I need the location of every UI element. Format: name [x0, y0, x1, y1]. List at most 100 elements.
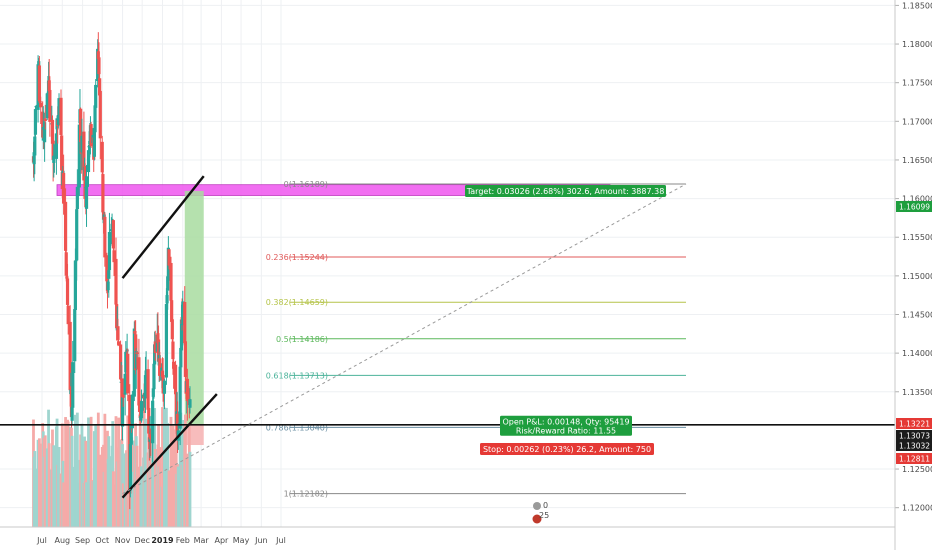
candle[interactable]	[147, 407, 151, 434]
candle[interactable]	[98, 90, 102, 139]
candle[interactable]	[185, 378, 189, 402]
candle[interactable]	[63, 201, 68, 251]
candle[interactable]	[153, 341, 157, 354]
candle[interactable]	[97, 57, 101, 75]
candle[interactable]	[100, 141, 104, 173]
candle[interactable]	[139, 401, 144, 419]
candle[interactable]	[80, 135, 84, 153]
candle[interactable]	[65, 276, 69, 279]
candle[interactable]	[128, 444, 132, 491]
candle[interactable]	[116, 326, 120, 340]
candle[interactable]	[146, 369, 150, 410]
candle[interactable]	[33, 109, 38, 135]
candle[interactable]	[94, 84, 98, 108]
candle[interactable]	[172, 361, 176, 369]
candle[interactable]	[43, 122, 47, 143]
candle[interactable]	[32, 152, 36, 165]
candle[interactable]	[152, 363, 156, 390]
candle[interactable]	[74, 260, 78, 262]
candle[interactable]	[169, 262, 173, 301]
candle[interactable]	[167, 249, 171, 266]
candle[interactable]	[48, 89, 52, 122]
candle[interactable]	[160, 370, 165, 378]
target-label[interactable]: Target: 0.03026 (2.68%) 302.6, Amount: 3…	[465, 184, 666, 197]
price-tag[interactable]: 1.12811	[896, 453, 932, 464]
price-tag[interactable]: 1.16099	[896, 201, 932, 212]
candle[interactable]	[38, 101, 42, 103]
candle[interactable]	[56, 114, 60, 126]
flag-icon[interactable]	[532, 514, 542, 524]
candle[interactable]	[37, 61, 41, 69]
candle[interactable]	[179, 347, 183, 368]
candle[interactable]	[59, 97, 63, 135]
candle[interactable]	[75, 209, 79, 261]
candle[interactable]	[84, 176, 89, 209]
candle[interactable]	[115, 304, 119, 329]
candle[interactable]	[148, 437, 152, 442]
candle[interactable]	[153, 344, 157, 365]
candle[interactable]	[173, 364, 178, 395]
candle[interactable]	[66, 305, 70, 325]
candle[interactable]	[37, 65, 41, 101]
candle[interactable]	[121, 393, 125, 398]
candle[interactable]	[64, 252, 68, 276]
candles[interactable]	[31, 32, 192, 510]
stop-label[interactable]: Stop: 0.00262 (0.23%) 26.2, Amount: 750	[480, 443, 654, 456]
candle[interactable]	[77, 124, 81, 188]
event-marker-icon[interactable]	[533, 502, 541, 510]
candle[interactable]	[98, 78, 102, 96]
candle[interactable]	[166, 276, 170, 291]
candle[interactable]	[178, 366, 182, 429]
candle[interactable]	[149, 434, 153, 440]
candle[interactable]	[52, 155, 56, 163]
candle[interactable]	[92, 127, 96, 157]
candle[interactable]	[124, 351, 128, 373]
open-pl-label[interactable]: Open P&L: 0.00148, Qty: 95419Risk/Reward…	[500, 415, 632, 436]
candle[interactable]	[137, 403, 142, 412]
candle[interactable]	[183, 341, 188, 377]
candle[interactable]	[39, 102, 43, 108]
candle[interactable]	[106, 281, 110, 291]
candle[interactable]	[174, 392, 178, 425]
candle[interactable]	[112, 250, 116, 263]
candle[interactable]	[45, 93, 49, 119]
candle[interactable]	[118, 344, 123, 380]
candle[interactable]	[158, 358, 162, 376]
candle[interactable]	[151, 388, 155, 397]
trendlines[interactable]	[0, 175, 895, 499]
candle[interactable]	[130, 394, 134, 429]
candle[interactable]	[82, 131, 86, 181]
candle[interactable]	[162, 380, 167, 394]
candle[interactable]	[62, 172, 66, 204]
channel-lower-line[interactable]	[121, 393, 218, 499]
candle[interactable]	[47, 80, 51, 92]
candle[interactable]	[107, 270, 111, 279]
candle[interactable]	[105, 255, 109, 282]
price-tag[interactable]: 1.13221	[896, 418, 932, 429]
candle[interactable]	[114, 258, 118, 305]
candle[interactable]	[52, 155, 57, 159]
candle[interactable]	[139, 415, 143, 421]
fib-trend-dashed-line[interactable]	[122, 183, 687, 495]
candle[interactable]	[57, 98, 61, 116]
candle[interactable]	[171, 341, 175, 360]
candle[interactable]	[144, 370, 148, 379]
candle[interactable]	[134, 351, 138, 369]
candle[interactable]	[179, 319, 184, 351]
candle[interactable]	[170, 300, 174, 322]
candle[interactable]	[111, 220, 115, 249]
candle[interactable]	[133, 330, 137, 334]
candle[interactable]	[188, 399, 192, 408]
candle[interactable]	[60, 135, 64, 171]
candle[interactable]	[86, 150, 91, 173]
candle[interactable]	[51, 140, 55, 160]
candle[interactable]	[65, 278, 70, 305]
candle[interactable]	[175, 413, 180, 438]
candle[interactable]	[101, 174, 105, 213]
candle[interactable]	[43, 118, 47, 121]
candle[interactable]	[103, 216, 107, 258]
candle[interactable]	[89, 124, 93, 147]
candle[interactable]	[87, 145, 91, 148]
fib-retracement[interactable]: 0(1.16189) 0.236(1.15244) 0.382(1.14659) 0.…	[266, 180, 686, 499]
candle[interactable]	[165, 295, 169, 304]
